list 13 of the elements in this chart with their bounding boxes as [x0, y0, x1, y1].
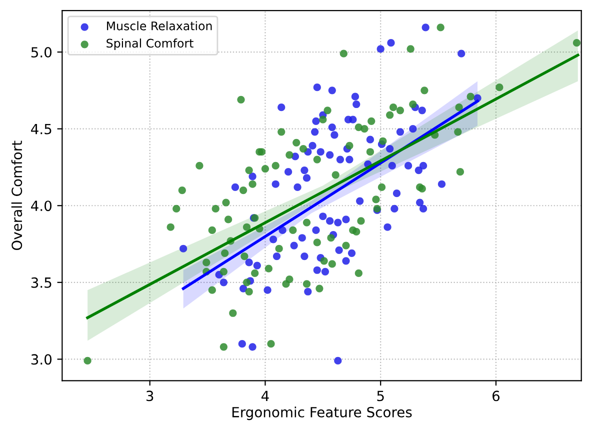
x-tick-label: 6 [492, 390, 500, 402]
x-axis-title: Ergonomic Feature Scores [232, 406, 412, 420]
legend-label: Muscle Relaxation [107, 21, 212, 30]
y-axis-title: Overall Comfort [11, 140, 22, 250]
y-tick-label: 5.0 [31, 47, 52, 58]
y-tick-label: 3.5 [31, 277, 52, 288]
y-tick-label: 4.5 [31, 124, 52, 134]
y-tick-label: 4.0 [31, 200, 52, 212]
y-tick-label: 3.0 [31, 354, 52, 365]
x-tick-label: 3 [146, 390, 154, 402]
x-tick-label: 4 [261, 390, 269, 401]
x-tick-label: 5 [377, 390, 384, 402]
legend-label: Spinal Comfort [106, 38, 194, 50]
